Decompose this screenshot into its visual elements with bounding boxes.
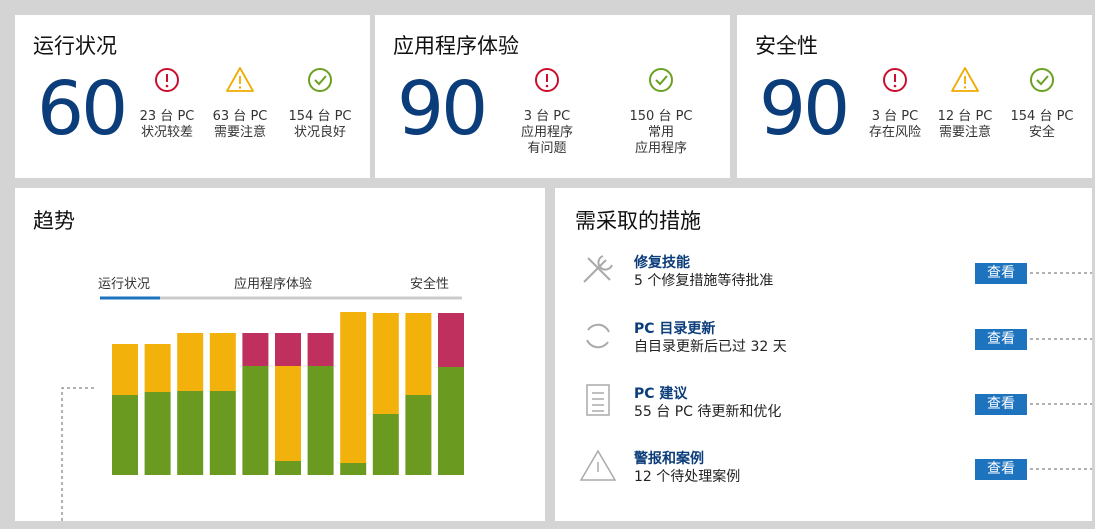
error-icon [535, 68, 559, 92]
view-button[interactable]: 查看 [975, 394, 1027, 415]
tab[interactable]: 应用程序体验 [234, 277, 313, 292]
bar-segment [275, 461, 301, 475]
warning-icon [226, 67, 254, 92]
bar-segment [372, 414, 399, 475]
bar-segment [275, 366, 301, 461]
action-title: 修复技能 [634, 255, 690, 271]
card-title: 运行状况 [33, 34, 117, 58]
score: 90 [397, 66, 488, 152]
panel-title: 趋势 [33, 209, 75, 233]
bar-segment [112, 344, 138, 395]
tab[interactable]: 运行状况 [98, 277, 151, 292]
view-button[interactable]: 查看 [975, 459, 1027, 480]
ok-icon [1036, 75, 1049, 86]
status-text: 63 台 PC [212, 109, 268, 124]
refresh-icon [586, 323, 610, 349]
status-text: 应用程序 [634, 141, 688, 156]
action-subtitle: 12 个待处理案例 [634, 469, 741, 485]
bar-segment [177, 333, 204, 391]
score: 90 [759, 66, 850, 152]
status-text: 常用 [647, 125, 675, 140]
status-text: 安全 [1028, 125, 1056, 140]
ok-icon [314, 75, 327, 86]
action-title: PC 建议 [634, 386, 688, 402]
bar-segment [242, 366, 269, 475]
status-text: 存在风险 [868, 125, 922, 140]
tab[interactable]: 安全性 [410, 277, 450, 292]
status-text: 需要注意 [938, 125, 992, 140]
alert-icon [579, 449, 617, 481]
ok-icon [1030, 68, 1054, 92]
bar-segment [307, 366, 334, 475]
warning-icon [963, 86, 967, 89]
card [737, 15, 1092, 178]
status-text: 150 台 PC [629, 109, 693, 124]
error-icon [155, 68, 179, 92]
status-text: 23 台 PC [139, 109, 195, 124]
card [375, 15, 730, 178]
status-text: 3 台 PC [523, 109, 571, 124]
bar-segment [307, 333, 334, 366]
card-title: 安全性 [755, 34, 818, 58]
error-icon [165, 84, 169, 88]
bar-segment [438, 367, 464, 475]
bar-segment [340, 463, 367, 475]
action-subtitle: 5 个修复措施等待批准 [634, 273, 774, 289]
bar-segment [209, 333, 236, 391]
card-title: 应用程序体验 [393, 34, 519, 58]
bar-segment [438, 313, 464, 367]
warning-icon [951, 67, 979, 92]
action-title: PC 目录更新 [634, 321, 716, 337]
status-text: 状况较差 [140, 125, 194, 140]
action-subtitle: 自目录更新后已过 32 天 [634, 339, 787, 355]
bar-segment [405, 395, 432, 475]
bar-segment [144, 392, 171, 475]
error-icon [545, 84, 549, 88]
bar-segment [405, 313, 432, 395]
action-subtitle: 55 台 PC 待更新和优化 [634, 404, 782, 420]
bar-segment [275, 333, 301, 366]
status-text: 应用程序 [520, 125, 574, 140]
bar-segment [340, 312, 367, 463]
ok-icon [649, 68, 673, 92]
action-title: 警报和案例 [634, 451, 704, 467]
list-icon [586, 384, 610, 416]
bar-segment [372, 313, 399, 414]
status-text: 有问题 [527, 141, 567, 156]
card [15, 15, 370, 178]
connector [61, 387, 97, 521]
bar-segment [112, 395, 138, 475]
bar-segment [144, 344, 171, 392]
status-text: 154 台 PC [288, 109, 352, 124]
bar-segment [177, 391, 204, 475]
error-icon [883, 68, 907, 92]
tools-icon [583, 255, 613, 283]
status-text: 3 台 PC [871, 109, 919, 124]
ok-icon [308, 68, 332, 92]
warning-icon [238, 86, 242, 89]
bar-segment [242, 333, 269, 366]
score: 60 [37, 66, 128, 152]
panel-title: 需采取的措施 [575, 209, 701, 233]
status-text: 12 台 PC [937, 109, 993, 124]
bar-segment [209, 391, 236, 475]
status-text: 154 台 PC [1010, 109, 1074, 124]
ok-icon [655, 75, 668, 86]
error-icon [893, 84, 897, 88]
view-button[interactable]: 查看 [975, 263, 1027, 284]
status-text: 需要注意 [213, 125, 267, 140]
view-button[interactable]: 查看 [975, 329, 1027, 350]
status-text: 状况良好 [293, 125, 347, 140]
